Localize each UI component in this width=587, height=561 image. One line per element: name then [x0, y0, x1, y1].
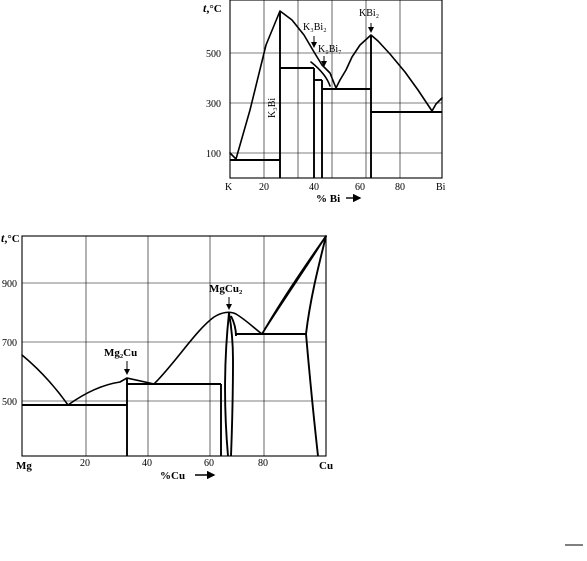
- bottom-y-tick-700: 700: [2, 338, 17, 349]
- top-frame: [229, 0, 443, 179]
- top-y-tick-100: 100: [206, 149, 221, 160]
- bottom-y-tick-500: 500: [2, 397, 17, 408]
- top-x-tick-80: 80: [395, 182, 405, 193]
- top-phase-lines: [230, 11, 442, 178]
- bottom-x-tick-80: 80: [258, 458, 268, 469]
- bottom-solidus-curve: [261, 235, 327, 335]
- top-small-curve: [310, 61, 331, 87]
- bottom-y-tick-900: 900: [2, 279, 17, 290]
- top-y-tick-500: 500: [206, 49, 221, 60]
- top-x-axis-label: % Bi: [316, 193, 340, 205]
- phase-label-kbi2: KBi₂: [359, 8, 379, 19]
- top-x-right-element: Bi: [436, 182, 446, 193]
- top-x-left-element: K: [225, 182, 233, 193]
- bottom-temperature-axis-label: t,°C: [1, 231, 20, 245]
- bottom-grid: [22, 236, 326, 456]
- bottom-x-right-element: Cu: [319, 460, 333, 472]
- bottom-phase-lines: [22, 235, 327, 457]
- bottom-x-tick-40: 40: [142, 458, 152, 469]
- phase-label-k9bi7: K₉Bi₇: [318, 44, 342, 55]
- top-x-tick-20: 20: [259, 182, 269, 193]
- phase-label-k3bi2: K₃Bi₂: [303, 22, 327, 33]
- bottom-x-axis-label: %Cu: [160, 470, 185, 482]
- top-y-tick-300: 300: [206, 99, 221, 110]
- top-x-tick-60: 60: [355, 182, 365, 193]
- bottom-x-left-element: Mg: [16, 460, 32, 472]
- phase-label-mg2cu: Mg₂Cu: [104, 347, 137, 359]
- top-temperature-axis-label: t,°C: [203, 1, 222, 15]
- bottom-x-tick-20: 20: [80, 458, 90, 469]
- phase-label-k3bi: K₃Bi: [267, 98, 278, 118]
- bottom-frame: [21, 235, 327, 457]
- bottom-liquidus-curve: [21, 235, 327, 406]
- phase-label-mgcu2: MgCu₂: [209, 283, 243, 295]
- top-grid: [230, 0, 442, 178]
- top-liquidus-curve: [229, 10, 443, 160]
- bottom-x-tick-60: 60: [204, 458, 214, 469]
- k-bi-phase-diagram: K₃Bi₂ K₉Bi₇ KBi₂ K₃Bi t,°C 500 300 100 K…: [203, 0, 446, 205]
- mg-cu-phase-diagram: Mg₂Cu MgCu₂ t,°C 900 700 500 Mg 20 40 60…: [1, 231, 333, 482]
- top-x-tick-40: 40: [309, 182, 319, 193]
